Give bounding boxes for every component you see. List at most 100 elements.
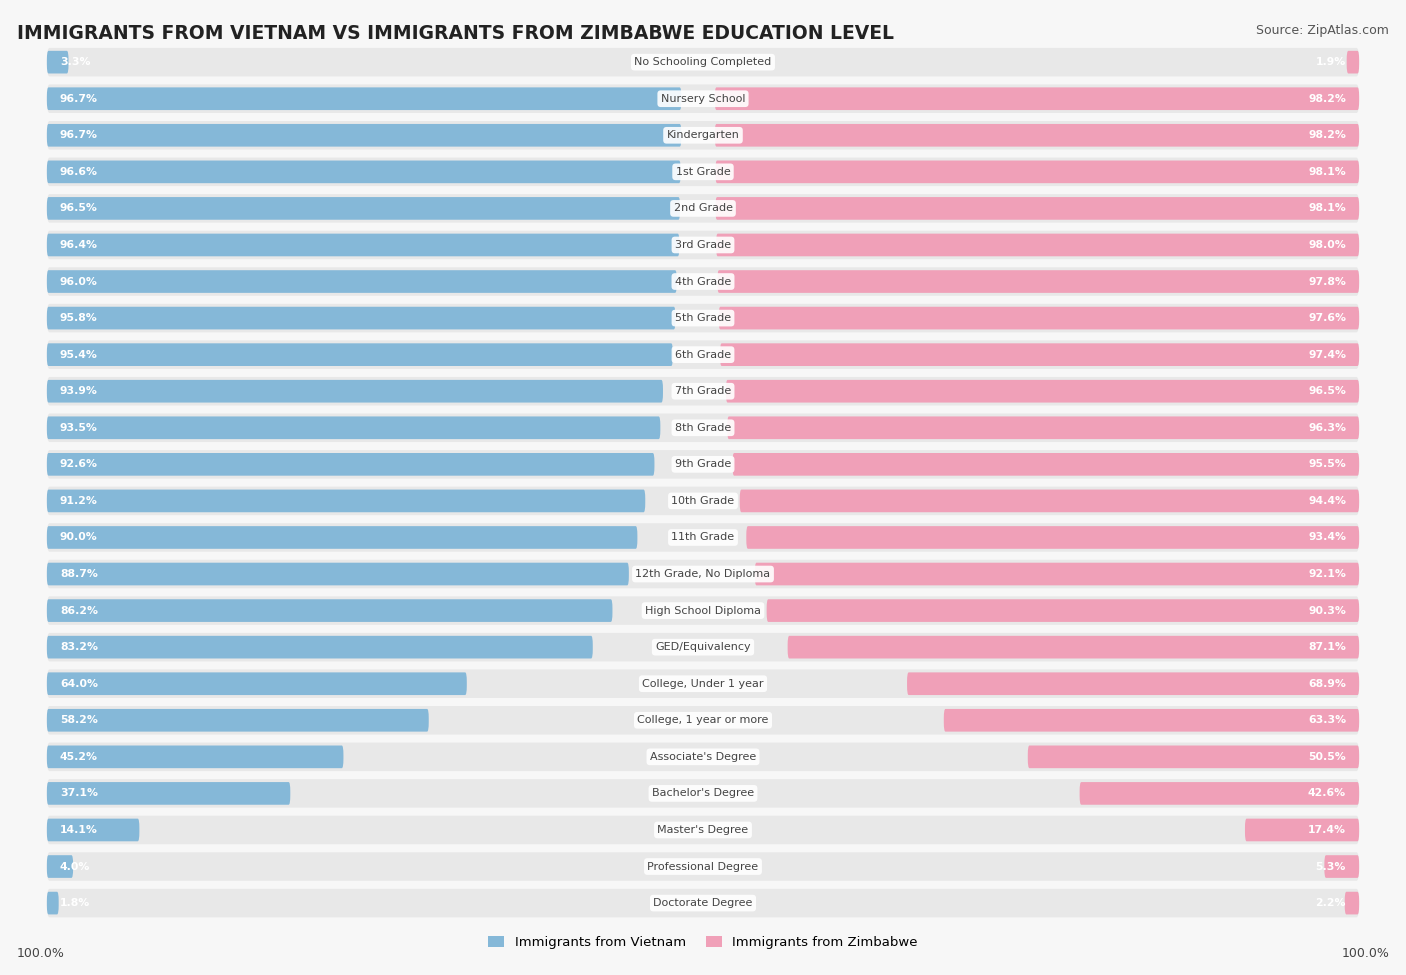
Text: 5th Grade: 5th Grade xyxy=(675,313,731,323)
FancyBboxPatch shape xyxy=(46,304,1360,332)
Text: 96.5%: 96.5% xyxy=(1308,386,1346,396)
Text: 86.2%: 86.2% xyxy=(60,605,98,615)
Text: 96.3%: 96.3% xyxy=(1308,423,1346,433)
FancyBboxPatch shape xyxy=(1080,782,1360,804)
FancyBboxPatch shape xyxy=(1324,855,1360,878)
Text: 8th Grade: 8th Grade xyxy=(675,423,731,433)
FancyBboxPatch shape xyxy=(46,377,1360,406)
FancyBboxPatch shape xyxy=(747,526,1360,549)
FancyBboxPatch shape xyxy=(46,709,429,731)
Text: 64.0%: 64.0% xyxy=(60,679,98,688)
Text: 96.5%: 96.5% xyxy=(60,204,98,214)
FancyBboxPatch shape xyxy=(46,892,59,915)
FancyBboxPatch shape xyxy=(714,88,1360,110)
Text: 96.7%: 96.7% xyxy=(60,94,98,103)
FancyBboxPatch shape xyxy=(46,231,1360,259)
Text: 4th Grade: 4th Grade xyxy=(675,277,731,287)
Text: 98.1%: 98.1% xyxy=(1308,167,1346,176)
FancyBboxPatch shape xyxy=(46,526,637,549)
FancyBboxPatch shape xyxy=(1244,819,1360,841)
Text: 98.2%: 98.2% xyxy=(1308,94,1346,103)
Text: 1st Grade: 1st Grade xyxy=(676,167,730,176)
Text: 4.0%: 4.0% xyxy=(60,862,90,872)
FancyBboxPatch shape xyxy=(46,670,1360,698)
Text: Master's Degree: Master's Degree xyxy=(658,825,748,835)
FancyBboxPatch shape xyxy=(46,234,679,256)
Text: Source: ZipAtlas.com: Source: ZipAtlas.com xyxy=(1256,24,1389,37)
Text: High School Diploma: High School Diploma xyxy=(645,605,761,615)
FancyBboxPatch shape xyxy=(716,197,1360,219)
Text: 5.3%: 5.3% xyxy=(1316,862,1346,872)
Text: Associate's Degree: Associate's Degree xyxy=(650,752,756,761)
FancyBboxPatch shape xyxy=(46,855,73,878)
FancyBboxPatch shape xyxy=(46,340,1360,369)
Text: 1.8%: 1.8% xyxy=(60,898,90,908)
Text: 2.2%: 2.2% xyxy=(1316,898,1346,908)
Text: Professional Degree: Professional Degree xyxy=(647,862,759,872)
Text: 90.0%: 90.0% xyxy=(60,532,98,542)
Text: 11th Grade: 11th Grade xyxy=(672,532,734,542)
FancyBboxPatch shape xyxy=(46,124,682,146)
Text: 6th Grade: 6th Grade xyxy=(675,350,731,360)
FancyBboxPatch shape xyxy=(46,597,1360,625)
Text: 95.4%: 95.4% xyxy=(60,350,98,360)
FancyBboxPatch shape xyxy=(46,489,645,512)
FancyBboxPatch shape xyxy=(46,673,467,695)
Text: Kindergarten: Kindergarten xyxy=(666,131,740,140)
FancyBboxPatch shape xyxy=(46,560,1360,588)
FancyBboxPatch shape xyxy=(46,413,1360,442)
FancyBboxPatch shape xyxy=(1028,746,1360,768)
Text: GED/Equivalency: GED/Equivalency xyxy=(655,643,751,652)
FancyBboxPatch shape xyxy=(787,636,1360,658)
Text: 2nd Grade: 2nd Grade xyxy=(673,204,733,214)
Text: 50.5%: 50.5% xyxy=(1308,752,1346,761)
FancyBboxPatch shape xyxy=(46,524,1360,552)
Text: 17.4%: 17.4% xyxy=(1308,825,1346,835)
FancyBboxPatch shape xyxy=(46,85,1360,113)
FancyBboxPatch shape xyxy=(720,343,1360,366)
Text: 96.0%: 96.0% xyxy=(60,277,98,287)
Text: 87.1%: 87.1% xyxy=(1308,643,1346,652)
Text: 10th Grade: 10th Grade xyxy=(672,496,734,506)
FancyBboxPatch shape xyxy=(46,197,681,219)
FancyBboxPatch shape xyxy=(714,124,1360,146)
Text: 96.7%: 96.7% xyxy=(60,131,98,140)
Text: 94.4%: 94.4% xyxy=(1308,496,1346,506)
Text: 92.1%: 92.1% xyxy=(1308,569,1346,579)
FancyBboxPatch shape xyxy=(46,270,676,292)
FancyBboxPatch shape xyxy=(46,743,1360,771)
FancyBboxPatch shape xyxy=(46,816,1360,844)
FancyBboxPatch shape xyxy=(46,450,1360,479)
FancyBboxPatch shape xyxy=(46,453,654,476)
FancyBboxPatch shape xyxy=(46,563,628,585)
Text: 93.5%: 93.5% xyxy=(60,423,98,433)
Text: College, Under 1 year: College, Under 1 year xyxy=(643,679,763,688)
Text: 98.2%: 98.2% xyxy=(1308,131,1346,140)
Text: Nursery School: Nursery School xyxy=(661,94,745,103)
FancyBboxPatch shape xyxy=(733,453,1360,476)
FancyBboxPatch shape xyxy=(727,416,1360,439)
FancyBboxPatch shape xyxy=(1344,892,1360,915)
FancyBboxPatch shape xyxy=(766,600,1360,622)
FancyBboxPatch shape xyxy=(716,161,1360,183)
FancyBboxPatch shape xyxy=(46,633,1360,661)
FancyBboxPatch shape xyxy=(46,51,69,73)
Text: 96.4%: 96.4% xyxy=(60,240,98,250)
FancyBboxPatch shape xyxy=(46,307,675,330)
FancyBboxPatch shape xyxy=(46,852,1360,880)
Text: No Schooling Completed: No Schooling Completed xyxy=(634,58,772,67)
Text: 97.8%: 97.8% xyxy=(1308,277,1346,287)
FancyBboxPatch shape xyxy=(46,343,673,366)
Text: 9th Grade: 9th Grade xyxy=(675,459,731,469)
FancyBboxPatch shape xyxy=(907,673,1360,695)
Text: 83.2%: 83.2% xyxy=(60,643,98,652)
FancyBboxPatch shape xyxy=(46,48,1360,76)
Text: 68.9%: 68.9% xyxy=(1308,679,1346,688)
Text: 96.6%: 96.6% xyxy=(60,167,98,176)
Text: 97.4%: 97.4% xyxy=(1308,350,1346,360)
FancyBboxPatch shape xyxy=(717,270,1360,292)
Text: 92.6%: 92.6% xyxy=(60,459,98,469)
Text: 1.9%: 1.9% xyxy=(1316,58,1346,67)
Text: IMMIGRANTS FROM VIETNAM VS IMMIGRANTS FROM ZIMBABWE EDUCATION LEVEL: IMMIGRANTS FROM VIETNAM VS IMMIGRANTS FR… xyxy=(17,24,894,43)
FancyBboxPatch shape xyxy=(46,889,1360,917)
